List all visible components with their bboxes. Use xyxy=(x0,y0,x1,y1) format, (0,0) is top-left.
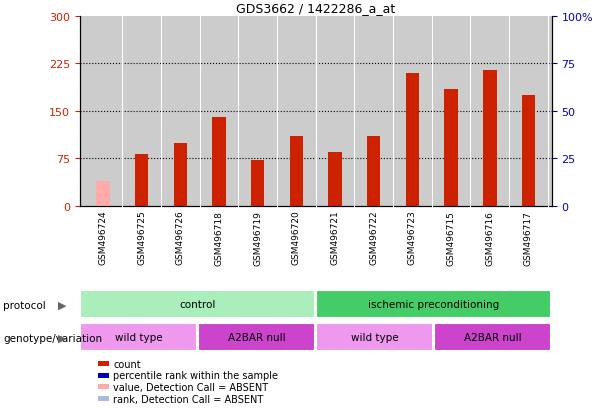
Bar xyxy=(96,181,110,206)
Text: ▶: ▶ xyxy=(58,333,66,343)
Bar xyxy=(406,74,419,206)
Text: GSM496717: GSM496717 xyxy=(524,210,533,265)
Text: protocol: protocol xyxy=(3,300,46,310)
Text: GSM496724: GSM496724 xyxy=(99,210,107,265)
Text: wild type: wild type xyxy=(351,332,398,342)
Text: A2BAR null: A2BAR null xyxy=(228,332,286,342)
Bar xyxy=(483,70,497,206)
Bar xyxy=(135,154,148,206)
Text: GSM496719: GSM496719 xyxy=(253,210,262,265)
Bar xyxy=(367,137,381,206)
Text: value, Detection Call = ABSENT: value, Detection Call = ABSENT xyxy=(113,382,268,392)
Bar xyxy=(522,96,535,206)
Text: percentile rank within the sample: percentile rank within the sample xyxy=(113,370,278,380)
Bar xyxy=(199,324,315,351)
Text: GSM496722: GSM496722 xyxy=(369,210,378,265)
Text: ischemic preconditioning: ischemic preconditioning xyxy=(368,299,500,309)
Bar xyxy=(251,161,264,206)
Text: GSM496723: GSM496723 xyxy=(408,210,417,265)
Bar xyxy=(444,89,458,206)
Bar xyxy=(316,291,551,318)
Bar xyxy=(80,291,315,318)
Text: GSM496725: GSM496725 xyxy=(137,210,146,265)
Bar xyxy=(329,153,342,206)
Text: rank, Detection Call = ABSENT: rank, Detection Call = ABSENT xyxy=(113,394,264,404)
Text: count: count xyxy=(113,359,141,369)
Text: GSM496721: GSM496721 xyxy=(330,210,340,265)
Bar xyxy=(289,137,303,206)
Text: wild type: wild type xyxy=(115,332,162,342)
Text: GSM496726: GSM496726 xyxy=(176,210,185,265)
Text: A2BAR null: A2BAR null xyxy=(464,332,522,342)
Bar xyxy=(435,324,551,351)
Text: GSM496720: GSM496720 xyxy=(292,210,301,265)
Bar xyxy=(212,118,226,206)
Bar xyxy=(173,143,187,206)
Bar xyxy=(316,324,433,351)
Text: genotype/variation: genotype/variation xyxy=(3,333,102,343)
Text: control: control xyxy=(180,299,216,309)
Text: GSM496718: GSM496718 xyxy=(215,210,224,265)
Text: ▶: ▶ xyxy=(58,300,66,310)
Bar xyxy=(80,324,197,351)
Text: GSM496715: GSM496715 xyxy=(447,210,455,265)
Title: GDS3662 / 1422286_a_at: GDS3662 / 1422286_a_at xyxy=(236,2,395,15)
Text: GSM496716: GSM496716 xyxy=(485,210,494,265)
